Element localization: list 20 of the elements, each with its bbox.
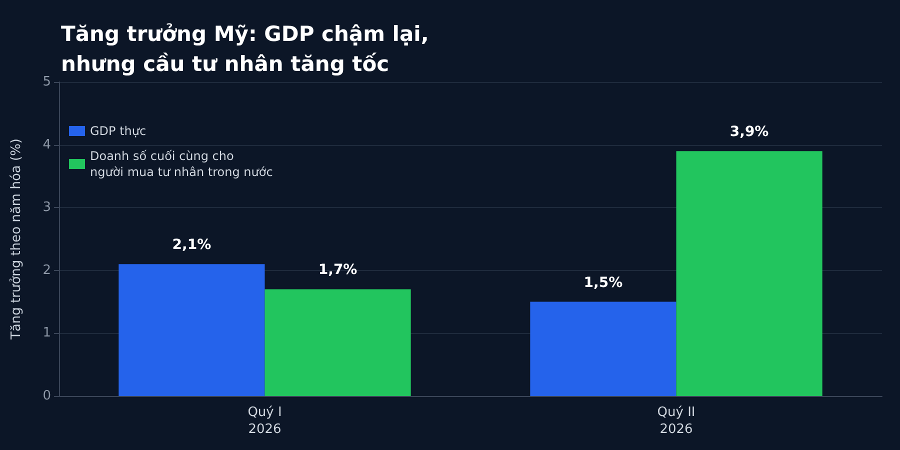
bar xyxy=(118,264,265,396)
data-label: 2,1% xyxy=(172,237,212,254)
data-label: 1,7% xyxy=(318,262,358,278)
y-tick-label: 2 xyxy=(42,262,51,278)
y-tick-label: 0 xyxy=(42,388,51,404)
chart-title: Tăng trưởng Mỹ: GDP chậm lại, nhưng cầu tư nhân tăng tốc xyxy=(61,22,429,76)
y-tick-label: 3 xyxy=(42,200,51,216)
bar xyxy=(530,302,676,396)
data-label: 3,9% xyxy=(730,124,769,140)
y-axis-title: Tăng trưởng theo năm hóa (%) xyxy=(9,138,24,340)
y-tick-label: 4 xyxy=(42,137,51,152)
x-tick-label: Quý I 2026 xyxy=(248,405,282,437)
y-tick-label: 5 xyxy=(42,74,51,90)
x-tick-label: Quý II 2026 xyxy=(657,405,696,437)
bar xyxy=(264,289,411,396)
legend-label: Doanh số cuối cùng cho người mua tư nhân trong nước xyxy=(90,149,273,179)
data-label: 1,5% xyxy=(584,274,623,291)
bar xyxy=(676,151,822,396)
y-tick-label: 1 xyxy=(42,326,51,341)
legend-label: GDP thực xyxy=(90,124,146,138)
